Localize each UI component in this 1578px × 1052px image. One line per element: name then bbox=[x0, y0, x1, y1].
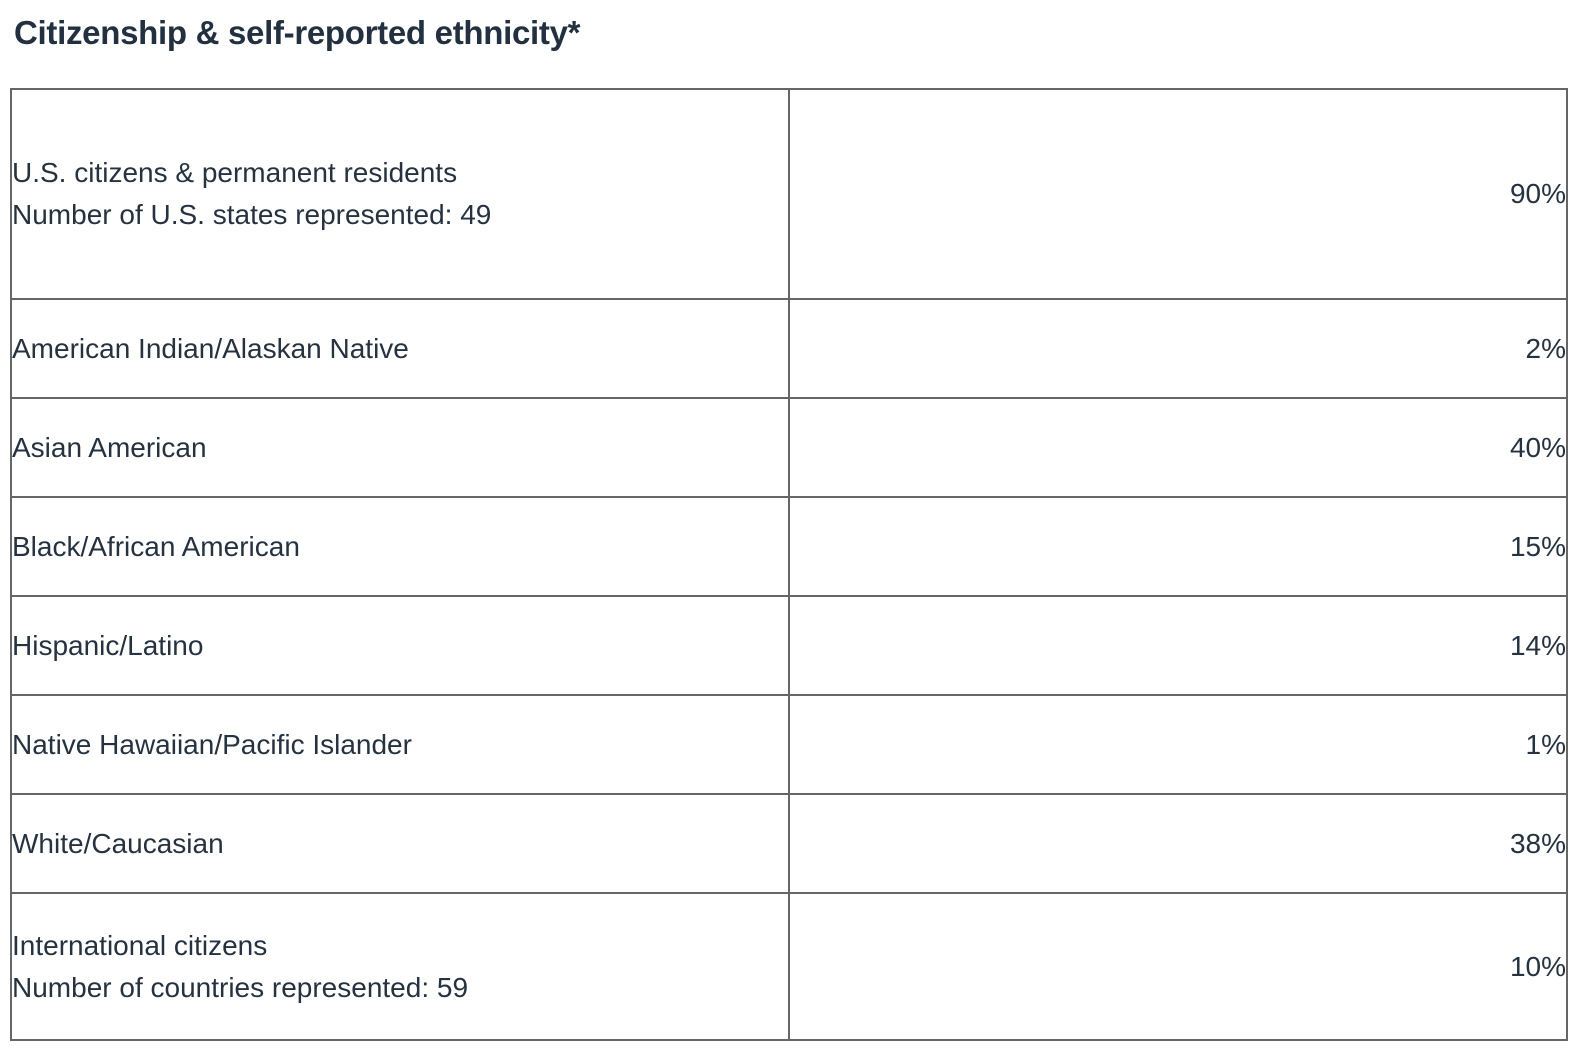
row-label-cell: Hispanic/Latino bbox=[10, 595, 790, 696]
row-sublabel: Number of U.S. states represented: 49 bbox=[12, 199, 492, 230]
row-value: 1% bbox=[788, 694, 1568, 795]
row-label-cell: American Indian/Alaskan Native bbox=[10, 298, 790, 399]
table-row: American Indian/Alaskan Native 2% bbox=[10, 298, 1568, 399]
citizenship-ethnicity-table: U.S. citizens & permanent residents Numb… bbox=[10, 88, 1568, 1041]
table-row: Native Hawaiian/Pacific Islander 1% bbox=[10, 694, 1568, 795]
row-label: White/Caucasian bbox=[12, 827, 224, 859]
row-label: Native Hawaiian/Pacific Islander bbox=[12, 728, 412, 760]
row-value: 38% bbox=[788, 793, 1568, 894]
table-row: Hispanic/Latino 14% bbox=[10, 595, 1568, 696]
row-label: U.S. citizens & permanent residents bbox=[12, 157, 458, 188]
row-value: 14% bbox=[788, 595, 1568, 696]
row-label-cell: U.S. citizens & permanent residents Numb… bbox=[10, 88, 790, 300]
row-label-cell: White/Caucasian bbox=[10, 793, 790, 894]
table-row: Black/African American 15% bbox=[10, 496, 1568, 597]
row-label-cell: Asian American bbox=[10, 397, 790, 498]
row-value: 15% bbox=[788, 496, 1568, 597]
row-label: American Indian/Alaskan Native bbox=[12, 332, 409, 364]
table-row: International citizens Number of countri… bbox=[10, 892, 1568, 1041]
row-label-cell: Black/African American bbox=[10, 496, 790, 597]
row-value: 90% bbox=[788, 88, 1568, 300]
table-row: Asian American 40% bbox=[10, 397, 1568, 498]
row-label-cell: Native Hawaiian/Pacific Islander bbox=[10, 694, 790, 795]
row-label: Asian American bbox=[12, 431, 207, 463]
page-title: Citizenship & self-reported ethnicity* bbox=[14, 14, 581, 51]
table-row: White/Caucasian 38% bbox=[10, 793, 1568, 894]
row-value: 10% bbox=[788, 892, 1568, 1041]
row-label: International citizens bbox=[12, 929, 268, 961]
row-label: Hispanic/Latino bbox=[12, 629, 204, 661]
table-row: U.S. citizens & permanent residents Numb… bbox=[10, 88, 1568, 300]
row-value: 2% bbox=[788, 298, 1568, 399]
row-sublabel: Number of countries represented: 59 bbox=[12, 971, 469, 1003]
row-label: Black/African American bbox=[12, 530, 300, 562]
row-label-cell: International citizens Number of countri… bbox=[10, 892, 790, 1041]
row-value: 40% bbox=[788, 397, 1568, 498]
